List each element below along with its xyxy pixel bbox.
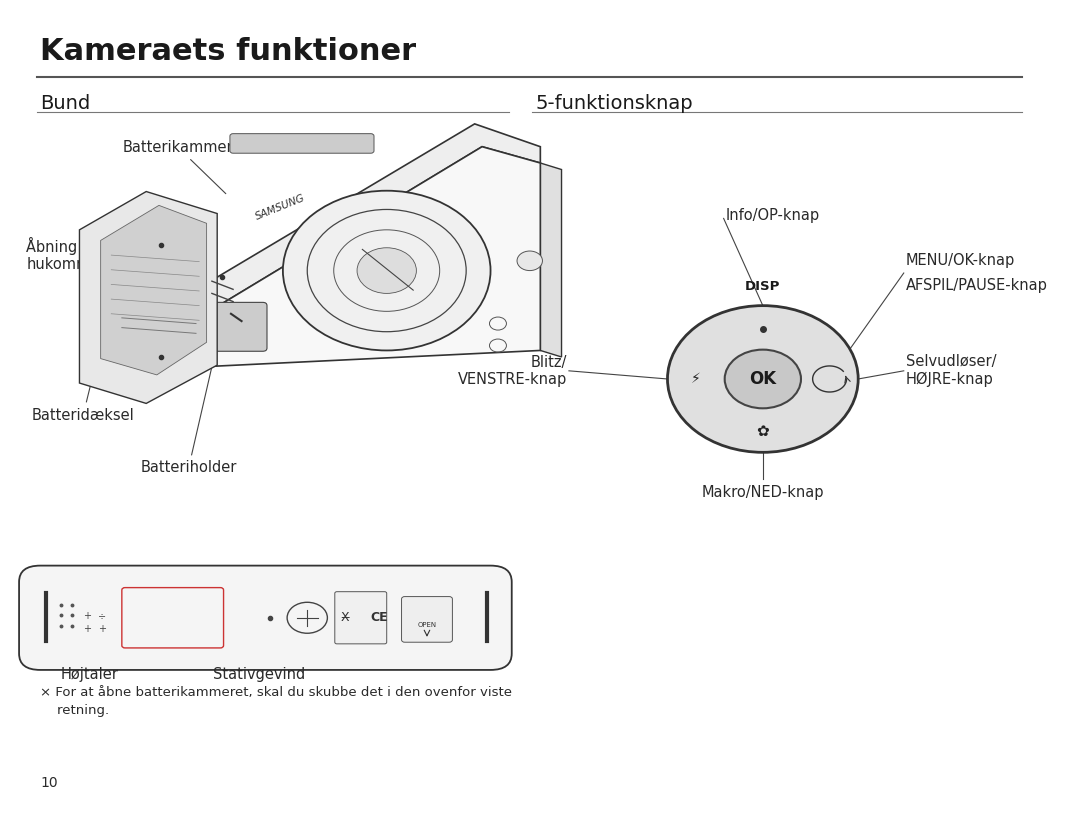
Text: Batteridæksel: Batteridæksel [31,359,135,422]
Circle shape [667,306,859,452]
Text: +: + [97,624,106,634]
Text: ⚡: ⚡ [691,372,701,386]
Text: Selvudløser/
HØJRE-knap: Selvudløser/ HØJRE-knap [906,355,997,387]
Text: OPEN: OPEN [417,622,436,628]
Polygon shape [540,163,562,357]
Text: Blitz/
VENSTRE-knap: Blitz/ VENSTRE-knap [458,355,567,387]
Circle shape [725,350,801,408]
FancyBboxPatch shape [230,134,374,153]
Text: MENU/OK-knap: MENU/OK-knap [906,253,1015,268]
Text: Stativgevind: Stativgevind [214,667,306,681]
Text: DISP: DISP [745,280,781,293]
Polygon shape [133,124,540,355]
Polygon shape [100,205,206,375]
Text: Batterikammer: Batterikammer [123,140,233,194]
Text: ÷: ÷ [97,611,106,621]
FancyBboxPatch shape [402,597,453,642]
Polygon shape [80,192,217,403]
Text: Info/OP-knap: Info/OP-knap [726,209,820,223]
Text: +: + [83,624,91,634]
Text: OK: OK [750,370,777,388]
FancyBboxPatch shape [160,302,267,351]
Text: +: + [83,611,91,621]
Text: Kameraets funktioner: Kameraets funktioner [40,37,417,66]
Text: Batteriholder: Batteriholder [140,314,237,475]
Text: Makro/NED-knap: Makro/NED-knap [702,485,824,500]
Text: ✿: ✿ [756,425,769,439]
Polygon shape [138,147,540,368]
Circle shape [357,248,417,293]
Text: 10: 10 [40,776,58,790]
Text: 5-funktionsknap: 5-funktionsknap [535,94,692,112]
Text: SAMSUNG: SAMSUNG [255,193,307,222]
Circle shape [517,251,542,271]
FancyBboxPatch shape [335,592,387,644]
Text: X̶: X̶ [341,611,350,624]
Text: CE: CE [370,611,388,624]
Text: × For at åbne batterikammeret, skal du skubbe det i den ovenfor viste
    retnin: × For at åbne batterikammeret, skal du s… [40,686,512,717]
Text: AFSPIL/PAUSE-knap: AFSPIL/PAUSE-knap [906,278,1048,293]
FancyBboxPatch shape [19,566,512,670]
Text: Åbning til
hukommelseskort: Åbning til hukommelseskort [27,236,158,272]
Text: Højtaler: Højtaler [62,667,119,681]
Text: Bund: Bund [40,94,91,112]
Circle shape [283,191,490,350]
